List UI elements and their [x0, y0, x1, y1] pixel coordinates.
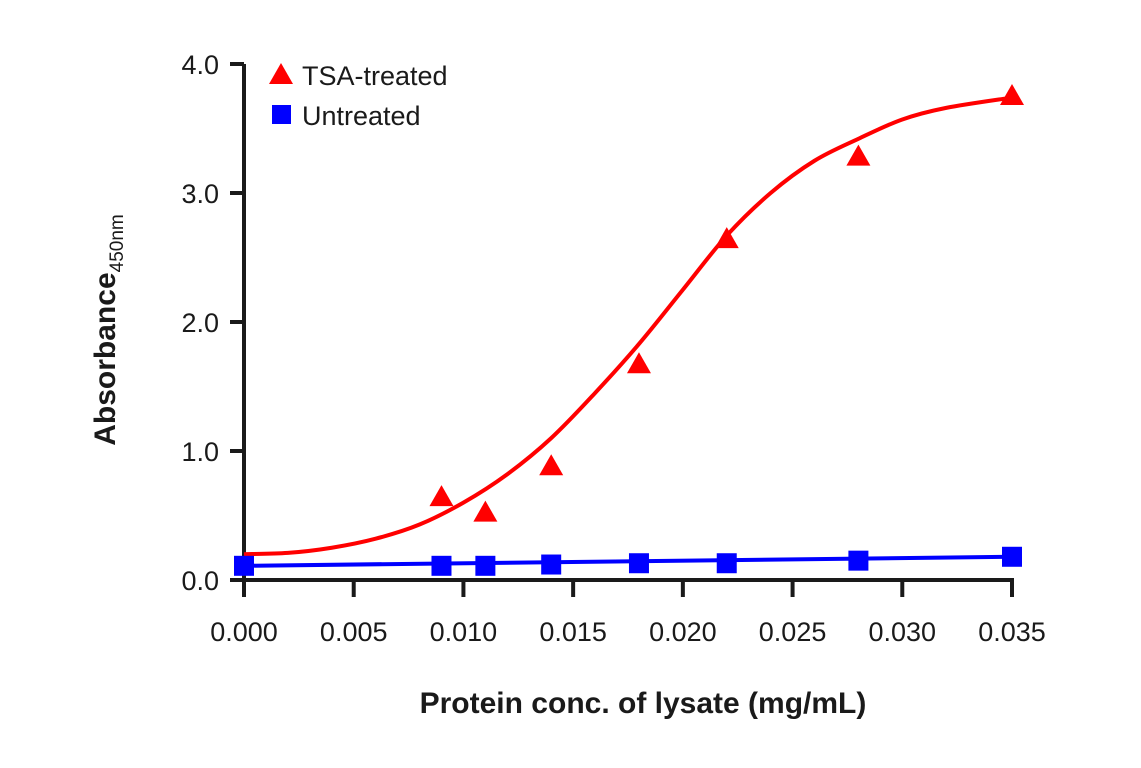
- data-point-square: [475, 555, 496, 576]
- x-tick-label: 0.015: [539, 617, 607, 647]
- data-point-square: [628, 553, 649, 574]
- legend-label-untreated: Untreated: [302, 101, 421, 131]
- x-tick-label: 0.030: [868, 617, 936, 647]
- data-point-triangle: [714, 227, 739, 249]
- y-axis-title-subscript: 450nm: [107, 214, 128, 272]
- data-point-square: [234, 555, 254, 576]
- y-tick-label: 1.0: [181, 437, 219, 467]
- fit-lines: [243, 95, 1013, 568]
- x-axis-title: Protein conc. of lysate (mg/mL): [420, 687, 867, 720]
- x-tick-label: 0.000: [210, 617, 278, 647]
- y-tick-label: 2.0: [181, 308, 219, 338]
- legend-label-tsa-treated: TSA-treated: [302, 61, 448, 91]
- data-point-triangle: [539, 454, 564, 476]
- x-tick-label: 0.035: [978, 617, 1046, 647]
- legend: TSA-treated Untreated: [269, 61, 448, 131]
- x-tick-label: 0.020: [649, 617, 717, 647]
- y-tick-label: 0.0: [181, 566, 219, 596]
- y-tick-label: 3.0: [181, 179, 219, 209]
- x-tick-label: 0.010: [430, 617, 498, 647]
- data-point-triangle: [473, 500, 498, 522]
- data-point-square: [541, 554, 562, 575]
- legend-marker-triangle: [269, 63, 293, 84]
- y-axis-title-main: Absorbance: [89, 272, 122, 445]
- y-axis-title: Absorbance450nm: [89, 214, 128, 446]
- fit-line-tsa-treated: [243, 95, 1013, 557]
- data-point-square: [716, 553, 737, 574]
- fit-line-untreated: [243, 554, 1013, 568]
- data-point-triangle: [626, 352, 651, 374]
- data-point-square: [431, 555, 452, 576]
- x-tick-label: 0.025: [759, 617, 827, 647]
- data-points: [234, 83, 1024, 576]
- data-point-triangle: [846, 144, 871, 166]
- data-point-square: [848, 550, 869, 571]
- axes: 0.0 1.0 2.0 3.0 4.0 0.000 0.005 0.010 0.015 0.020…: [181, 50, 1045, 647]
- data-point-triangle: [1000, 83, 1024, 105]
- legend-marker-square: [272, 105, 291, 124]
- y-tick-label: 4.0: [181, 50, 219, 80]
- data-point-triangle: [429, 485, 454, 507]
- x-tick-label: 0.005: [320, 617, 388, 647]
- data-point-square: [1002, 546, 1022, 567]
